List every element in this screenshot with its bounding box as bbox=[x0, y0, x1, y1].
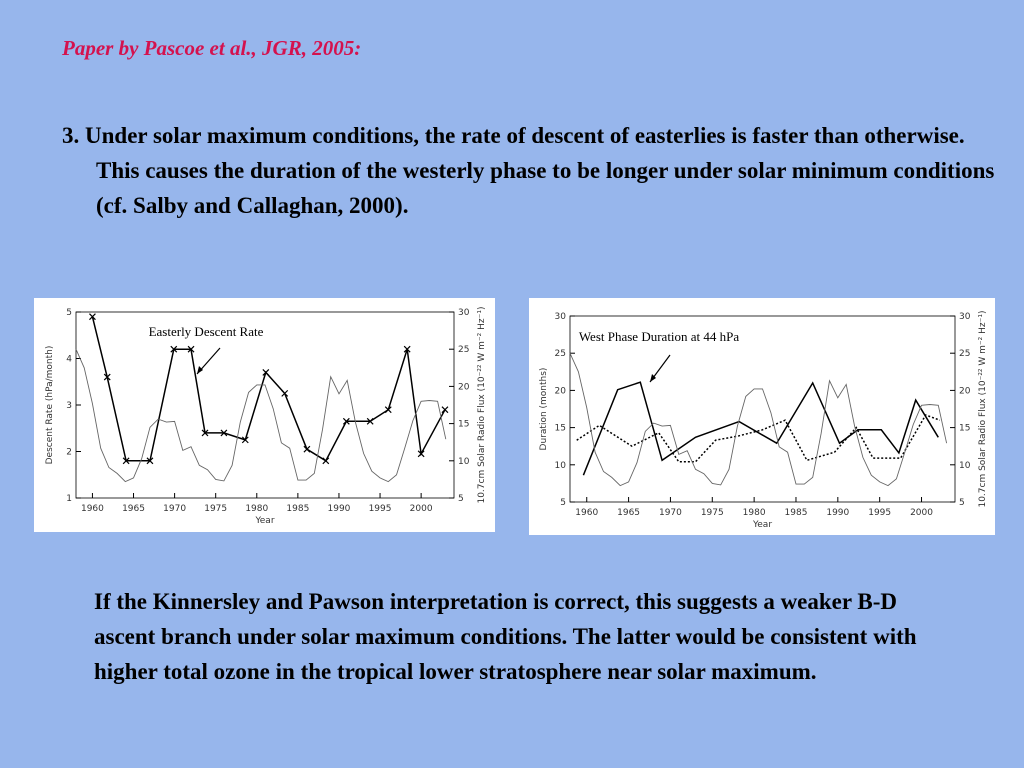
x-tick-label: 1960 bbox=[575, 508, 598, 518]
data-line bbox=[75, 349, 447, 483]
y2-axis-label: 10.7cm Solar Radio Flux (10⁻²² W m⁻² Hz⁻… bbox=[477, 306, 487, 503]
y2-tick-label: 20 bbox=[959, 386, 971, 396]
conclusion-text: If the Kinnersley and Pawson interpretat… bbox=[94, 589, 917, 684]
x-tick-label: 1995 bbox=[369, 504, 392, 514]
y2-tick-label: 10 bbox=[959, 461, 971, 471]
x-tick-label: 1995 bbox=[868, 508, 891, 518]
chart-panel: 1960 1965 1970 1975 1980 1985 1990 1995 2000 5 10 1… bbox=[529, 298, 995, 535]
x-tick-label: 1960 bbox=[81, 504, 104, 514]
y2-tick-label: 25 bbox=[458, 345, 469, 355]
x-marker bbox=[170, 345, 178, 353]
x-marker bbox=[220, 429, 228, 437]
x-marker bbox=[384, 406, 392, 414]
x-marker bbox=[122, 457, 130, 465]
x-tick-label: 1985 bbox=[785, 508, 808, 518]
y2-tick-label: 20 bbox=[458, 382, 470, 392]
y-tick-label: 30 bbox=[555, 312, 567, 322]
x-marker bbox=[441, 406, 449, 414]
y-tick-label: 3 bbox=[66, 401, 72, 411]
x-tick-label: 1975 bbox=[701, 508, 724, 518]
arrow-head bbox=[650, 374, 656, 382]
x-marker bbox=[146, 457, 154, 465]
y-axis-label: Descent Rate (hPa/month) bbox=[45, 346, 55, 465]
x-marker bbox=[201, 429, 209, 437]
x-marker bbox=[366, 417, 374, 425]
y-tick-label: 10 bbox=[555, 461, 567, 471]
x-tick-label: 1990 bbox=[826, 508, 849, 518]
chart-panel: 1960 1965 1970 1975 1980 1985 1990 1995 2000 1 2 3 4… bbox=[34, 298, 495, 532]
x-tick-label: 1970 bbox=[163, 504, 186, 514]
y2-tick-label: 30 bbox=[959, 312, 971, 322]
y-tick-label: 25 bbox=[555, 349, 566, 359]
y-tick-label: 4 bbox=[66, 355, 72, 365]
annotation: West Phase Duration at 44 hPa bbox=[579, 329, 740, 344]
x-tick-label: 1990 bbox=[328, 504, 351, 514]
data-line bbox=[582, 381, 939, 476]
x-tick-label: 1965 bbox=[617, 508, 640, 518]
x-marker bbox=[417, 450, 425, 458]
x-tick-label: 1980 bbox=[743, 508, 766, 518]
x-marker bbox=[89, 313, 96, 321]
data-line bbox=[569, 353, 948, 487]
y2-tick-label: 15 bbox=[959, 424, 970, 434]
arrow-head bbox=[197, 366, 203, 374]
plot-frame bbox=[75, 311, 455, 499]
x-marker bbox=[322, 457, 330, 465]
x-marker bbox=[281, 389, 289, 397]
point-text: 3. Under solar maximum conditions, the r… bbox=[62, 123, 995, 218]
x-tick-label: 1985 bbox=[286, 504, 309, 514]
y2-tick-label: 15 bbox=[458, 420, 469, 430]
x-tick-label: 2000 bbox=[910, 508, 933, 518]
y-tick-label: 1 bbox=[66, 494, 72, 504]
y2-tick-label: 30 bbox=[458, 308, 470, 318]
x-tick-label: 1965 bbox=[122, 504, 145, 514]
x-marker bbox=[241, 436, 249, 444]
x-marker bbox=[103, 373, 111, 381]
y2-tick-label: 5 bbox=[959, 498, 965, 508]
y-tick-label: 20 bbox=[555, 386, 567, 396]
y-tick-label: 2 bbox=[66, 448, 72, 458]
plot-frame bbox=[569, 315, 956, 503]
x-tick-label: 1970 bbox=[659, 508, 682, 518]
y2-tick-label: 5 bbox=[458, 494, 464, 504]
x-marker bbox=[303, 445, 311, 453]
x-tick-label: 1980 bbox=[245, 504, 268, 514]
x-tick-label: 2000 bbox=[410, 504, 433, 514]
y-axis-label: Duration (months) bbox=[539, 368, 549, 451]
data-line bbox=[91, 316, 446, 462]
x-marker bbox=[403, 345, 411, 353]
heading: Paper by Pascoe et al., JGR, 2005: bbox=[62, 36, 362, 60]
x-axis-label: Year bbox=[752, 520, 772, 530]
x-marker bbox=[262, 369, 270, 376]
y2-tick-label: 10 bbox=[458, 457, 470, 467]
data-line bbox=[576, 414, 941, 463]
x-marker bbox=[187, 345, 195, 353]
y-tick-label: 5 bbox=[560, 498, 566, 508]
annotation: Easterly Descent Rate bbox=[149, 324, 264, 339]
x-tick-label: 1975 bbox=[204, 504, 227, 514]
x-marker bbox=[342, 417, 350, 425]
y-tick-label: 15 bbox=[555, 424, 566, 434]
x-axis-label: Year bbox=[254, 516, 274, 526]
y2-tick-label: 25 bbox=[959, 349, 970, 359]
y2-axis-label: 10.7cm Solar Radio Flux (10⁻²² W m⁻² Hz⁻… bbox=[978, 310, 988, 507]
y-tick-label: 5 bbox=[66, 308, 72, 318]
